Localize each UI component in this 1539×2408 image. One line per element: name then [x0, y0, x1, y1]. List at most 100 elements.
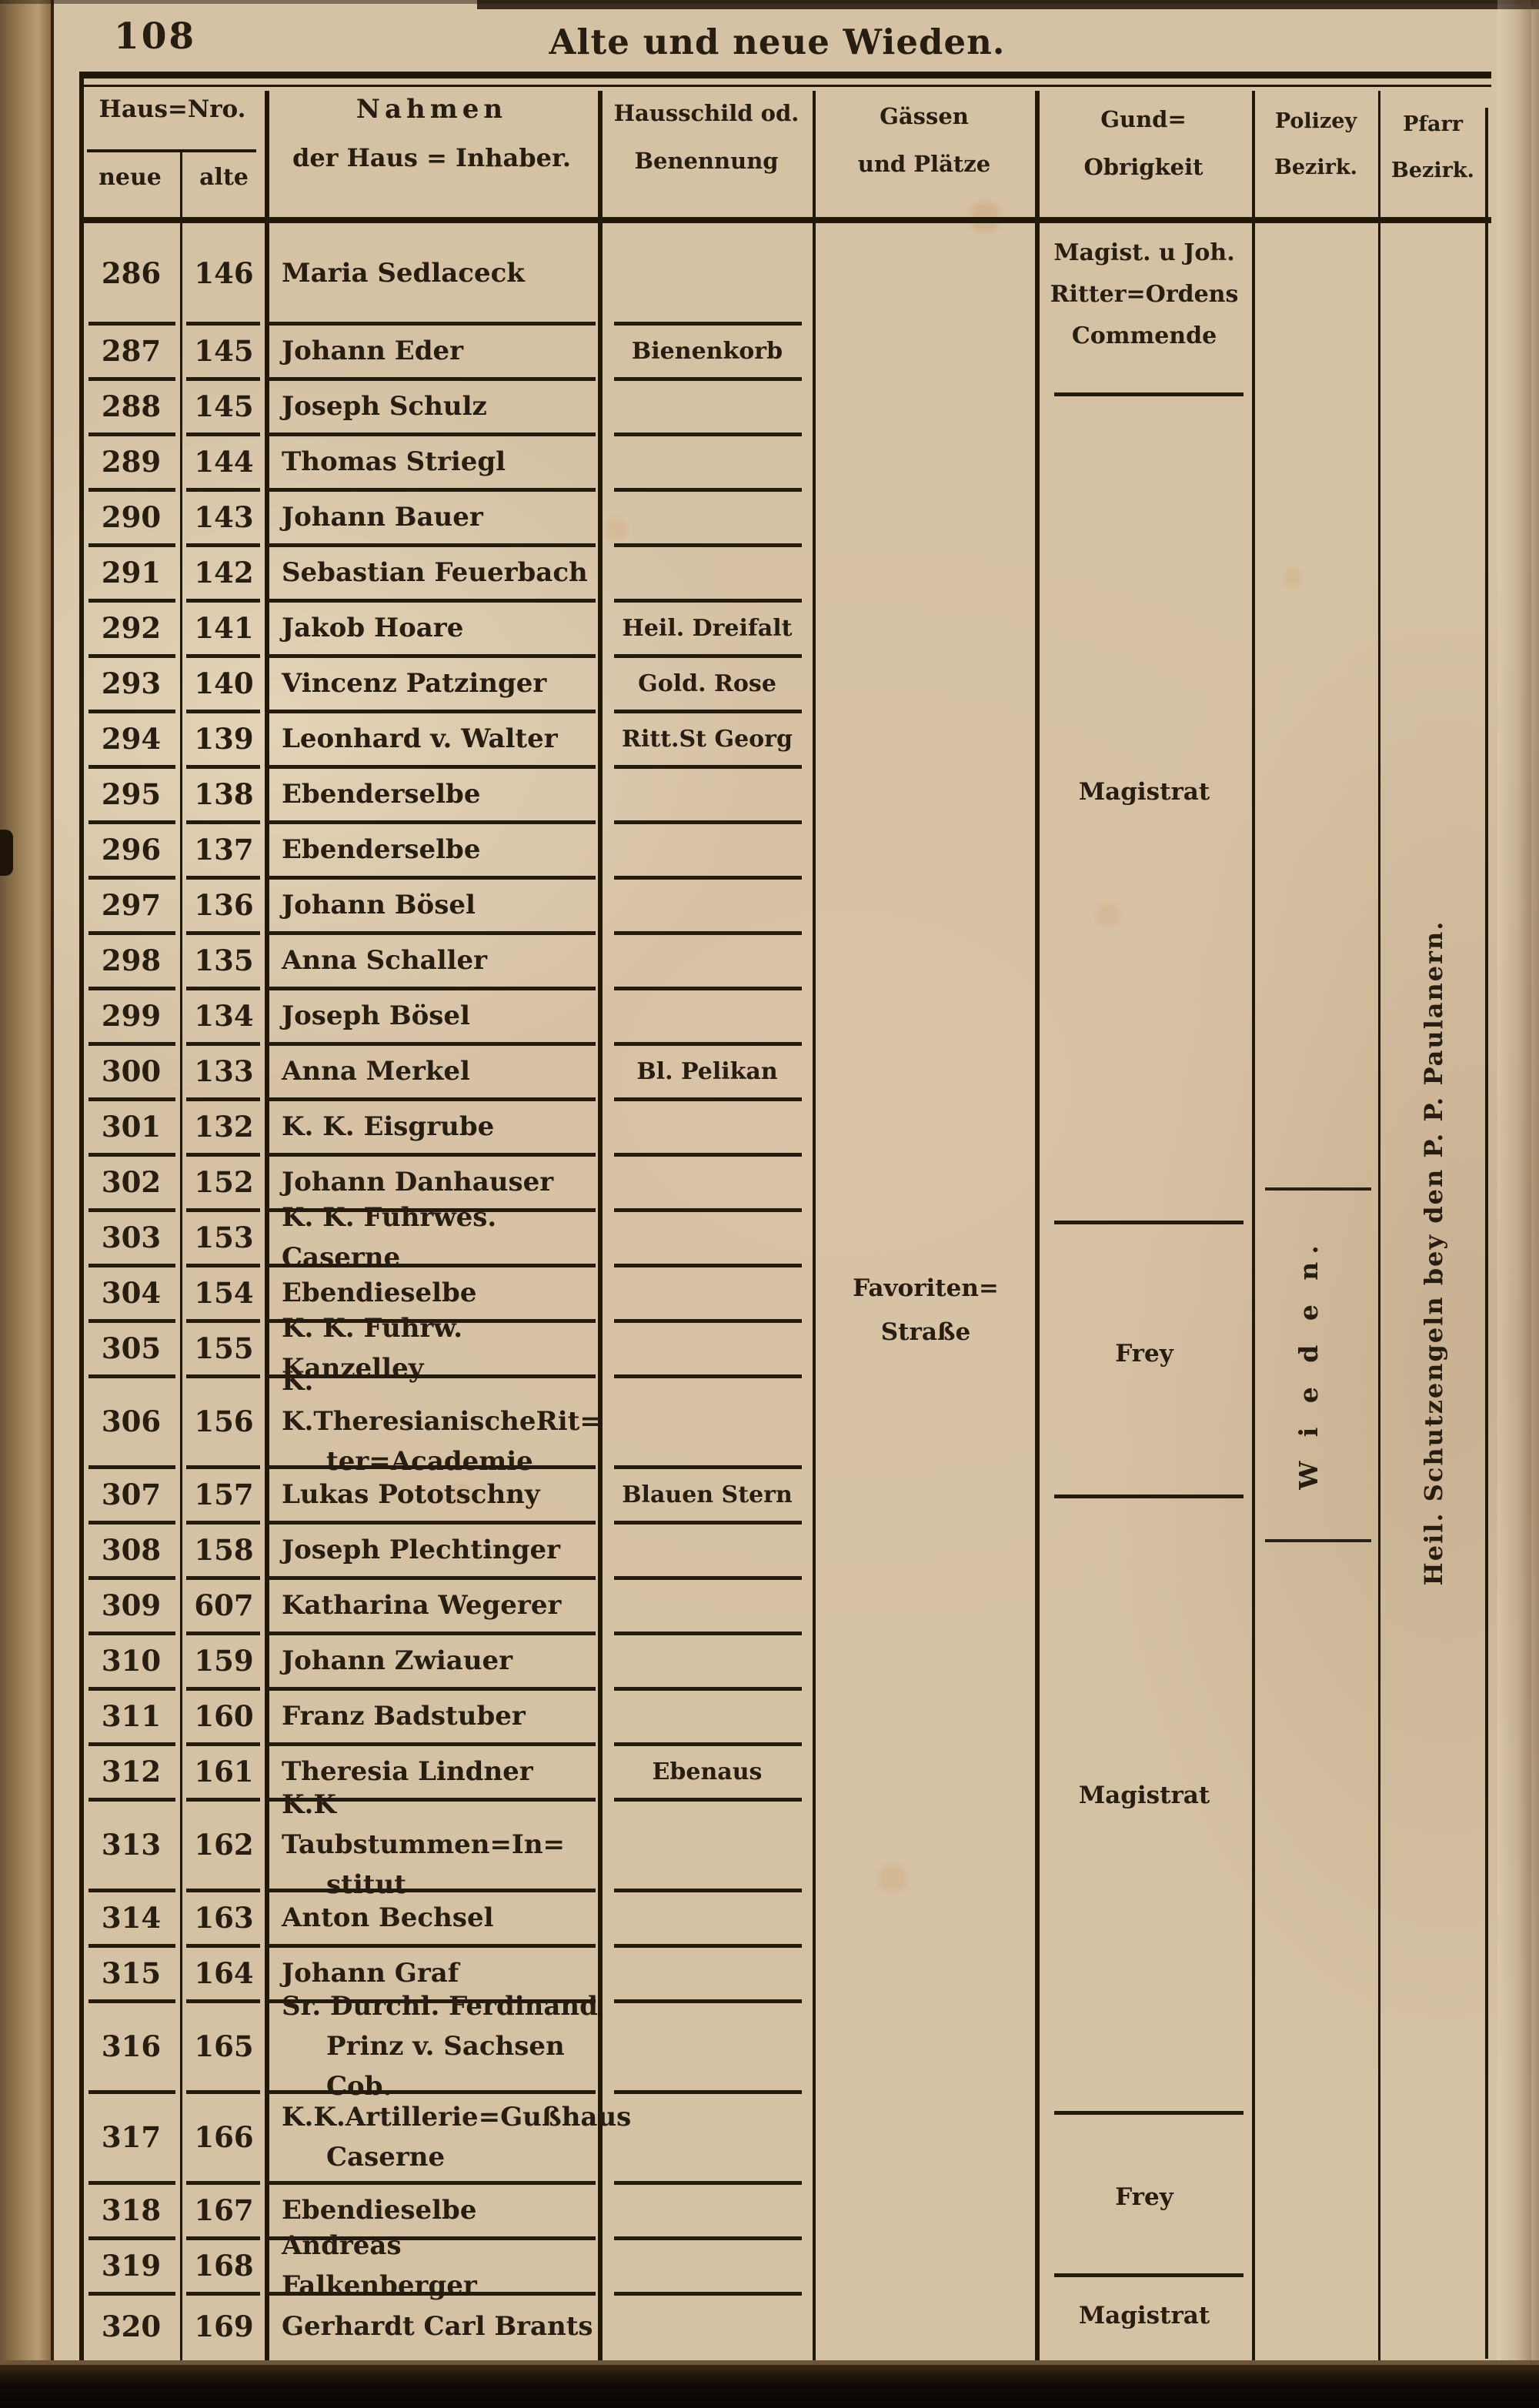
house-number-old: 132 — [182, 1099, 266, 1157]
house-sign-cell — [600, 2092, 814, 2185]
owner-name-line: Leonhard v. Walter — [282, 723, 558, 754]
owner-name-line: K.K Taubstummen=In= — [282, 1789, 566, 1860]
table-row: 305 155 K. K. Fuhrw. Kanzelley — [0, 1313, 1539, 1384]
house-sign-cell — [600, 1321, 814, 1378]
table-row: 294 139 Leonhard v. Walter Ritt.St Georg — [0, 711, 1539, 769]
owner-name-line: Joseph Bösel — [282, 1000, 470, 1031]
owner-name-cell: Gerhardt Carl Brants — [266, 2293, 600, 2360]
house-number-old: 162 — [182, 1799, 266, 1892]
house-sign-cell: Gold. Rose — [600, 656, 814, 713]
ink-blob — [0, 830, 13, 876]
table-row: 312 161 Theresia Lindner Ebenaus — [0, 1744, 1539, 1802]
col-header-nahmen: Nahmen — [356, 94, 508, 125]
polizey-dash — [1265, 1187, 1371, 1191]
row-left-margin — [0, 434, 81, 489]
house-number-new: 286 — [81, 223, 182, 326]
owner-name-cell: Andreas Falkenberger — [266, 2230, 600, 2301]
row-left-margin — [0, 933, 81, 988]
house-number-old: 146 — [182, 223, 266, 326]
street-name-line2: Straße — [880, 1318, 971, 1346]
house-sign-cell — [600, 2238, 814, 2296]
row-left-margin — [0, 822, 81, 877]
house-sign-cell — [600, 223, 814, 326]
masthead-rule-thick — [79, 72, 1491, 78]
grund-obrigkeit-line: Ritter=Ordens — [1050, 281, 1239, 308]
table-row: 309 607 Katharina Wegerer — [0, 1578, 1539, 1635]
house-sign-cell — [600, 1522, 814, 1580]
owner-name-line: Jakob Hoare — [282, 613, 464, 643]
polizey-district-vertical-label: W i e d e n. — [1294, 1237, 1324, 1490]
house-number-old: 136 — [182, 877, 266, 935]
masthead-rule-thin — [79, 85, 1491, 87]
house-number-new: 298 — [81, 933, 182, 990]
table-row: 287 145 Johann Eder Bienenkorb — [0, 323, 1539, 381]
house-sign-cell: Bl. Pelikan — [600, 1044, 814, 1101]
table-row: 319 168 Andreas Falkenberger — [0, 2230, 1539, 2301]
row-left-margin — [0, 2183, 81, 2238]
owner-name-line: ter=Academie — [326, 1446, 533, 1477]
grund-obrigkeit-entry: Frey — [1040, 2176, 1248, 2218]
house-sign-cell — [600, 2293, 814, 2360]
polizey-dash — [1265, 1539, 1371, 1542]
house-sign-cell: Ritt.St Georg — [600, 711, 814, 769]
owner-name-cell: Johann Bösel — [266, 877, 600, 935]
owner-name-cell: Ebenderselbe — [266, 822, 600, 880]
house-number-new: 292 — [81, 600, 182, 658]
col-header-grund: Gund= — [1100, 106, 1187, 132]
table-row: 288 145 Joseph Schulz — [0, 379, 1539, 436]
table-row: 320 169 Gerhardt Carl Brants — [0, 2293, 1539, 2360]
house-sign-cell — [600, 1799, 814, 1892]
owner-name-cell: Anton Bechsel — [266, 1890, 600, 1948]
owner-name-line: Anna Schaller — [282, 945, 488, 976]
house-sign-cell: Bienenkorb — [600, 323, 814, 381]
col-header-gassen: Gässen — [880, 103, 969, 129]
table-row: 311 160 Franz Badstuber — [0, 1688, 1539, 1746]
table-row: 299 134 Joseph Bösel — [0, 988, 1539, 1046]
house-number-new: 317 — [81, 2092, 182, 2185]
row-left-margin — [0, 1321, 81, 1376]
house-number-old: 142 — [182, 545, 266, 603]
house-number-old: 133 — [182, 1044, 266, 1101]
owner-name-line: stitut — [326, 1869, 406, 1900]
owner-name-line: Ebenderselbe — [282, 779, 481, 810]
row-left-margin — [0, 1376, 81, 1467]
owner-name-line: Vincenz Patzinger — [282, 668, 547, 699]
owner-name-line: Johann Graf — [282, 1958, 459, 1989]
row-left-margin — [0, 656, 81, 711]
row-left-margin — [0, 711, 81, 766]
owner-name-line: K.K.Artillerie=Gußhaus — [282, 2102, 632, 2132]
owner-name-cell: Thomas Striegl — [266, 434, 600, 492]
col-header-hausschild: Hausschild od. — [613, 100, 800, 126]
house-sign-cell — [600, 1890, 814, 1948]
owner-name-cell: Ebenderselbe — [266, 766, 600, 824]
owner-name-cell: Lukas Pototschny — [266, 1467, 600, 1525]
owner-name-line: K. K.TheresianischeRit= — [282, 1366, 602, 1437]
row-left-margin — [0, 1154, 81, 1210]
row-left-margin — [0, 2238, 81, 2293]
owner-name-cell: K. K. Eisgrube — [266, 1099, 600, 1157]
house-number-new: 304 — [81, 1265, 182, 1323]
house-number-new: 310 — [81, 1633, 182, 1691]
house-number-new: 291 — [81, 545, 182, 603]
owner-name-cell: Johann Danhauser — [266, 1154, 600, 1212]
house-number-old: 153 — [182, 1210, 266, 1267]
vline-alte-nahmen — [265, 91, 269, 2360]
owner-name-cell: Sebastian Feuerbach — [266, 545, 600, 603]
row-left-margin — [0, 877, 81, 933]
grund-obrigkeit-line: Magistrat — [1078, 2302, 1210, 2330]
house-number-new: 318 — [81, 2183, 182, 2240]
table-row: 293 140 Vincenz Patzinger Gold. Rose — [0, 656, 1539, 713]
grund-obrigkeit-entry: Magistrat — [1040, 2295, 1248, 2336]
table-row: 301 132 K. K. Eisgrube — [0, 1099, 1539, 1157]
house-number-new: 306 — [81, 1376, 182, 1469]
grund-dash — [1054, 392, 1244, 396]
col-header-gassen-sub: und Plätze — [857, 151, 991, 177]
grund-obrigkeit-line: Magistrat — [1078, 1782, 1210, 1809]
table-row: 291 142 Sebastian Feuerbach — [0, 545, 1539, 603]
row-left-margin — [0, 600, 81, 656]
house-number-old: 155 — [182, 1321, 266, 1378]
house-number-new: 296 — [81, 822, 182, 880]
owner-name-line: Thomas Striegl — [282, 446, 506, 477]
table-row: 308 158 Joseph Plechtinger — [0, 1522, 1539, 1580]
table-row: 296 137 Ebenderselbe — [0, 822, 1539, 880]
